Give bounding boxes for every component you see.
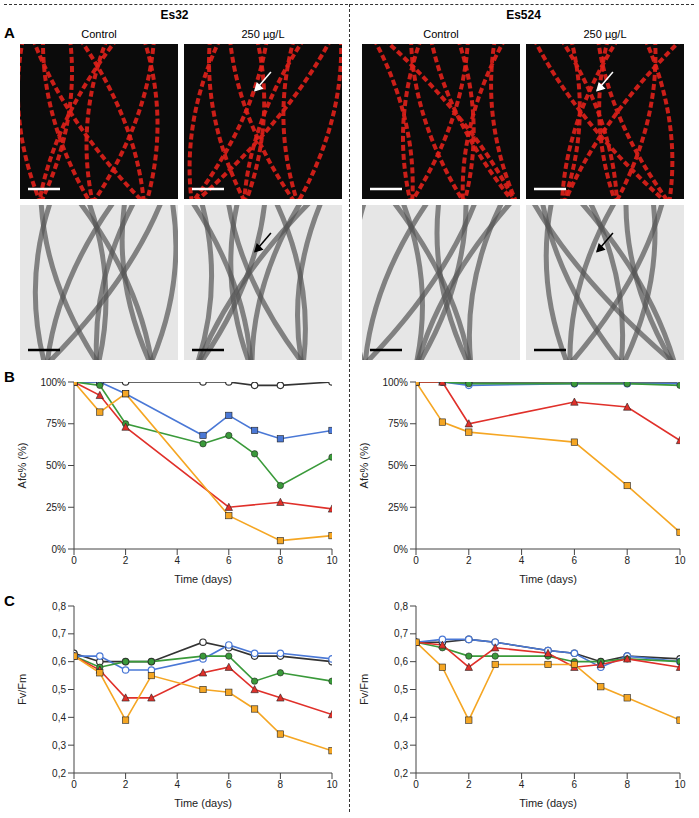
html-text:Es32: Es32 bbox=[160, 8, 189, 22]
svg-text:0,8: 0,8 bbox=[394, 601, 408, 612]
svg-text:0: 0 bbox=[71, 555, 77, 566]
svg-text:Time (days): Time (days) bbox=[174, 573, 232, 585]
svg-text:75%: 75% bbox=[388, 418, 408, 429]
svg-text:Time (days): Time (days) bbox=[519, 573, 577, 585]
svg-text:Time (days): Time (days) bbox=[174, 797, 232, 809]
svg-text:50%: 50% bbox=[46, 460, 66, 471]
svg-text:75%: 75% bbox=[46, 418, 66, 429]
svg-text:0: 0 bbox=[71, 779, 77, 790]
svg-text:10: 10 bbox=[326, 779, 338, 790]
svg-text:Fv/Fm: Fv/Fm bbox=[358, 674, 370, 705]
svg-text:6: 6 bbox=[226, 555, 232, 566]
svg-text:4: 4 bbox=[174, 779, 180, 790]
html-text:B: B bbox=[4, 368, 15, 385]
html-text:250 µg/L: 250 µg/L bbox=[583, 28, 627, 40]
svg-text:25%: 25% bbox=[46, 502, 66, 513]
svg-text:25%: 25% bbox=[388, 502, 408, 513]
html-text:Control: Control bbox=[81, 28, 117, 40]
svg-text:4: 4 bbox=[519, 779, 525, 790]
svg-text:8: 8 bbox=[624, 779, 630, 790]
svg-text:4: 4 bbox=[174, 555, 180, 566]
svg-text:0: 0 bbox=[413, 779, 419, 790]
svg-text:10: 10 bbox=[674, 555, 686, 566]
svg-text:0,4: 0,4 bbox=[394, 712, 408, 723]
svg-text:100%: 100% bbox=[382, 377, 408, 388]
svg-text:8: 8 bbox=[278, 555, 284, 566]
svg-text:0,3: 0,3 bbox=[52, 740, 66, 751]
svg-text:0,7: 0,7 bbox=[52, 628, 66, 639]
svg-text:0,4: 0,4 bbox=[52, 712, 66, 723]
html-text:Control: Control bbox=[423, 28, 459, 40]
svg-text:6: 6 bbox=[226, 779, 232, 790]
html-text:Es524: Es524 bbox=[506, 8, 541, 22]
svg-text:Afc% (%): Afc% (%) bbox=[16, 443, 28, 489]
svg-text:50%: 50% bbox=[388, 460, 408, 471]
svg-text:4: 4 bbox=[519, 555, 525, 566]
svg-text:8: 8 bbox=[278, 779, 284, 790]
svg-text:Afc% (%): Afc% (%) bbox=[358, 443, 370, 489]
svg-text:6: 6 bbox=[572, 555, 578, 566]
svg-text:0,6: 0,6 bbox=[394, 656, 408, 667]
svg-text:0,5: 0,5 bbox=[52, 684, 66, 695]
svg-text:0,2: 0,2 bbox=[394, 768, 408, 779]
svg-text:0: 0 bbox=[413, 555, 419, 566]
svg-text:2: 2 bbox=[466, 555, 472, 566]
svg-text:10: 10 bbox=[674, 779, 686, 790]
svg-text:0%: 0% bbox=[52, 544, 67, 555]
svg-text:8: 8 bbox=[624, 555, 630, 566]
svg-text:2: 2 bbox=[123, 779, 129, 790]
svg-text:100%: 100% bbox=[40, 377, 66, 388]
svg-text:0%: 0% bbox=[394, 544, 409, 555]
svg-text:6: 6 bbox=[572, 779, 578, 790]
svg-text:2: 2 bbox=[466, 779, 472, 790]
svg-text:0,8: 0,8 bbox=[52, 601, 66, 612]
html-text:A: A bbox=[4, 24, 15, 41]
svg-text:0,5: 0,5 bbox=[394, 684, 408, 695]
svg-text:Fv/Fm: Fv/Fm bbox=[16, 674, 28, 705]
svg-text:0,2: 0,2 bbox=[52, 768, 66, 779]
html-text:250 µg/L: 250 µg/L bbox=[241, 28, 285, 40]
svg-text:0,3: 0,3 bbox=[394, 740, 408, 751]
svg-text:0,6: 0,6 bbox=[52, 656, 66, 667]
svg-text:0,7: 0,7 bbox=[394, 628, 408, 639]
svg-text:Time (days): Time (days) bbox=[519, 797, 577, 809]
svg-text:2: 2 bbox=[123, 555, 129, 566]
html-text:C: C bbox=[4, 592, 15, 609]
svg-text:10: 10 bbox=[326, 555, 338, 566]
